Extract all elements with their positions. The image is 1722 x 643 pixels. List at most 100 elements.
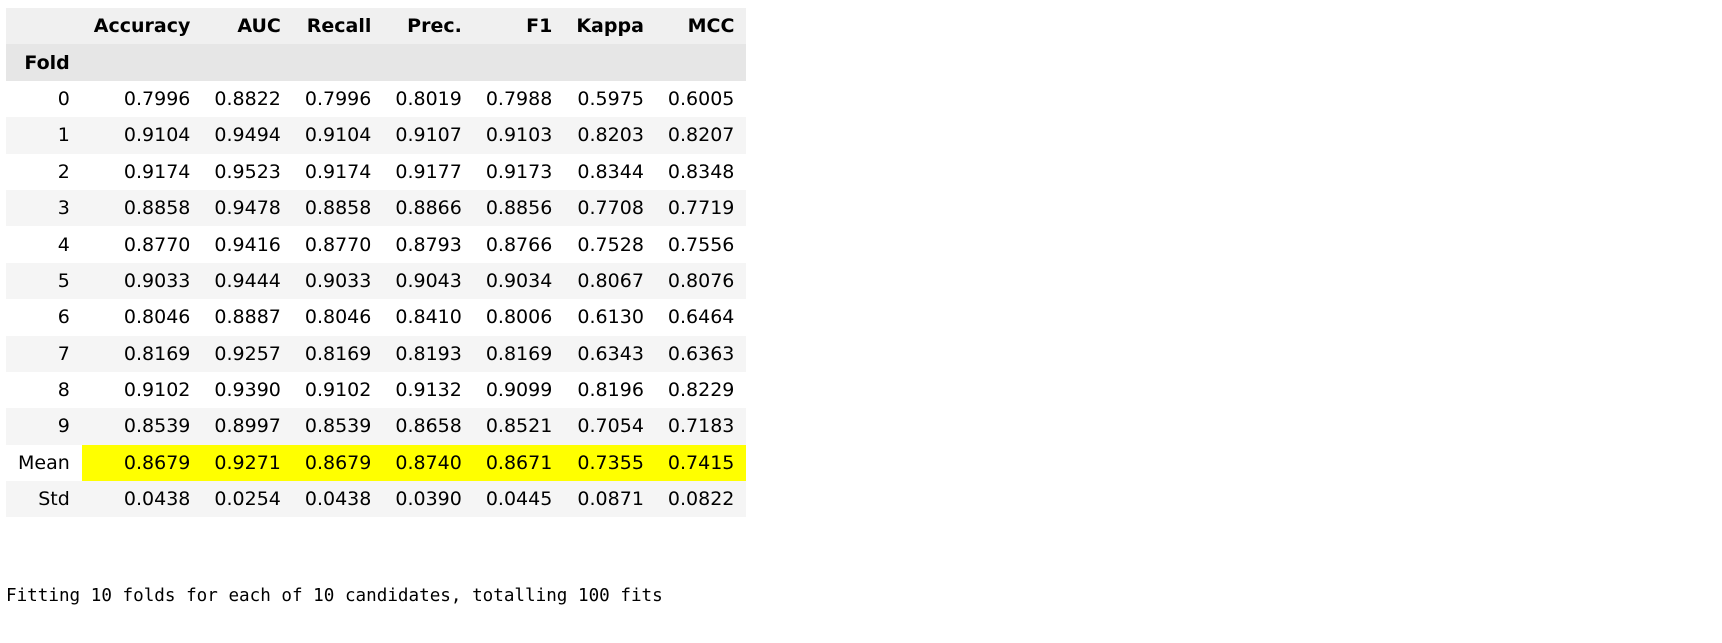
row-index: 7 xyxy=(6,335,82,372)
table-cell: 0.8076 xyxy=(655,262,747,300)
table-cell: 0.0390 xyxy=(383,481,474,518)
table-row-std: Std 0.0438 0.0254 0.0438 0.0390 0.0445 0… xyxy=(6,481,747,518)
table-cell: 0.8521 xyxy=(473,408,565,445)
table-cell: 0.8006 xyxy=(473,299,565,336)
table-cell: 0.8169 xyxy=(473,335,565,372)
table-cell: 0.8539 xyxy=(292,408,384,445)
table-cell: 0.9416 xyxy=(202,226,293,263)
table-row: 6 0.8046 0.8887 0.8046 0.8410 0.8006 0.6… xyxy=(6,299,747,336)
log-line: Fitting 10 folds for each of 10 candidat… xyxy=(6,586,663,606)
table-cell-highlighted: 0.7355 xyxy=(564,444,656,482)
table-cell: 0.8856 xyxy=(473,189,565,227)
cell-output: Accuracy AUC Recall Prec. F1 Kappa MCC F… xyxy=(6,8,747,518)
table-cell: 0.8410 xyxy=(383,299,474,336)
table-cell: 0.8858 xyxy=(81,189,203,227)
table-cell: 0.0438 xyxy=(292,481,384,518)
table-cell: 0.8770 xyxy=(292,226,384,263)
empty-header-cell xyxy=(564,44,656,81)
row-index: 0 xyxy=(6,80,82,118)
table-cell: 0.8046 xyxy=(81,299,203,336)
row-index: 3 xyxy=(6,189,82,227)
empty-header-cell xyxy=(383,44,474,81)
empty-header-cell xyxy=(473,44,565,81)
table-cell: 0.8067 xyxy=(564,262,656,300)
table-cell: 0.8169 xyxy=(81,335,203,372)
table-cell: 0.8866 xyxy=(383,189,474,227)
table-cell: 0.0438 xyxy=(81,481,203,518)
table-cell: 0.6130 xyxy=(564,299,656,336)
table-cell: 0.9104 xyxy=(81,117,203,154)
table-cell: 0.9033 xyxy=(292,262,384,300)
table-cell: 0.8822 xyxy=(202,80,293,118)
table-cell: 0.8046 xyxy=(292,299,384,336)
row-index: 5 xyxy=(6,262,82,300)
index-name-row: Fold xyxy=(6,44,747,81)
table-cell: 0.9444 xyxy=(202,262,293,300)
table-cell: 0.9390 xyxy=(202,371,293,409)
table-cell: 0.9102 xyxy=(81,371,203,409)
table-cell-highlighted: 0.7415 xyxy=(655,444,747,482)
table-cell: 0.9034 xyxy=(473,262,565,300)
table-cell: 0.9174 xyxy=(81,153,203,190)
row-index: 4 xyxy=(6,226,82,263)
row-index: 2 xyxy=(6,153,82,190)
table-cell: 0.9104 xyxy=(292,117,384,154)
table-row: 7 0.8169 0.9257 0.8169 0.8193 0.8169 0.6… xyxy=(6,335,747,372)
row-index: Std xyxy=(6,481,82,518)
table-cell: 0.6464 xyxy=(655,299,747,336)
table-cell-highlighted: 0.9271 xyxy=(202,444,293,482)
table-cell: 0.9033 xyxy=(81,262,203,300)
table-header: Accuracy AUC Recall Prec. F1 Kappa MCC F… xyxy=(6,8,747,81)
table-cell: 0.7054 xyxy=(564,408,656,445)
stdout-log: Fitting 10 folds for each of 10 candidat… xyxy=(6,531,1574,643)
corner-cell xyxy=(6,8,82,45)
table-cell: 0.8348 xyxy=(655,153,747,190)
column-header: Accuracy xyxy=(81,8,203,45)
table-cell: 0.0822 xyxy=(655,481,747,518)
index-name-label: Fold xyxy=(6,44,82,81)
table-cell: 0.9043 xyxy=(383,262,474,300)
table-cell: 0.8766 xyxy=(473,226,565,263)
table-cell: 0.9257 xyxy=(202,335,293,372)
table-cell: 0.0871 xyxy=(564,481,656,518)
table-cell: 0.8858 xyxy=(292,189,384,227)
table-body: 0 0.7996 0.8822 0.7996 0.8019 0.7988 0.5… xyxy=(6,80,747,518)
table-cell: 0.8344 xyxy=(564,153,656,190)
table-cell: 0.8193 xyxy=(383,335,474,372)
column-header: Prec. xyxy=(383,8,474,45)
empty-header-cell xyxy=(81,44,203,81)
table-cell: 0.8793 xyxy=(383,226,474,263)
table-cell-highlighted: 0.8679 xyxy=(81,444,203,482)
table-cell: 0.0254 xyxy=(202,481,293,518)
table-cell: 0.7719 xyxy=(655,189,747,227)
table-cell: 0.6343 xyxy=(564,335,656,372)
table-row: 4 0.8770 0.9416 0.8770 0.8793 0.8766 0.7… xyxy=(6,226,747,263)
table-row: 0 0.7996 0.8822 0.7996 0.8019 0.7988 0.5… xyxy=(6,80,747,118)
table-cell: 0.9103 xyxy=(473,117,565,154)
table-cell: 0.8169 xyxy=(292,335,384,372)
table-row: 3 0.8858 0.9478 0.8858 0.8866 0.8856 0.7… xyxy=(6,189,747,227)
table-cell: 0.7996 xyxy=(292,80,384,118)
table-cell: 0.6005 xyxy=(655,80,747,118)
empty-header-cell xyxy=(202,44,293,81)
column-header-row: Accuracy AUC Recall Prec. F1 Kappa MCC xyxy=(6,8,747,45)
table-row: 1 0.9104 0.9494 0.9104 0.9107 0.9103 0.8… xyxy=(6,117,747,154)
table-cell: 0.8539 xyxy=(81,408,203,445)
table-row: 8 0.9102 0.9390 0.9102 0.9132 0.9099 0.8… xyxy=(6,371,747,409)
table-cell: 0.9494 xyxy=(202,117,293,154)
table-cell: 0.7556 xyxy=(655,226,747,263)
metrics-table: Accuracy AUC Recall Prec. F1 Kappa MCC F… xyxy=(6,8,747,518)
table-cell: 0.9523 xyxy=(202,153,293,190)
table-cell: 0.8196 xyxy=(564,371,656,409)
table-row: 9 0.8539 0.8997 0.8539 0.8658 0.8521 0.7… xyxy=(6,408,747,445)
column-header: MCC xyxy=(655,8,747,45)
table-cell: 0.8770 xyxy=(81,226,203,263)
row-index: 1 xyxy=(6,117,82,154)
row-index: 6 xyxy=(6,299,82,336)
table-cell: 0.8887 xyxy=(202,299,293,336)
table-cell: 0.8658 xyxy=(383,408,474,445)
table-cell: 0.7183 xyxy=(655,408,747,445)
table-cell: 0.9177 xyxy=(383,153,474,190)
table-cell: 0.9174 xyxy=(292,153,384,190)
table-cell: 0.9099 xyxy=(473,371,565,409)
